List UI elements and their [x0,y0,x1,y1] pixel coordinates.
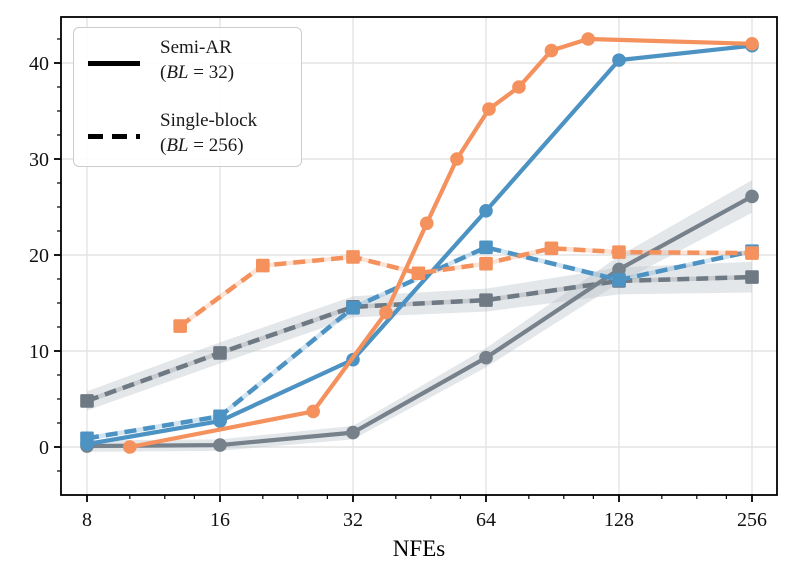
svg-text:256: 256 [737,509,767,531]
legend-entry-semi-ar: Semi-AR (BL = 32) [160,35,234,85]
legend-sublabel-single-block: (BL = 256) [160,135,244,156]
legend-label-semi-ar: Semi-AR [160,37,232,58]
legend-entry-single-block: Single-block (BL = 256) [160,108,257,158]
svg-text:64: 64 [476,509,496,531]
svg-text:8: 8 [82,509,92,531]
legend-sublabel-semi-ar: (BL = 32) [160,62,235,83]
legend-label-single-block: Single-block [160,110,258,131]
svg-text:10: 10 [29,341,49,363]
legend-dashed-line-swatch [88,134,140,139]
x-axis-label: NFEs [392,536,446,561]
legend-solid-line-swatch [88,61,140,66]
svg-text:32: 32 [343,509,363,531]
legend: Semi-AR (BL = 32) Single-block (BL = 256… [73,27,302,167]
svg-text:30: 30 [29,149,49,171]
svg-text:16: 16 [210,509,230,531]
svg-text:40: 40 [29,53,49,75]
svg-text:20: 20 [29,245,49,267]
svg-text:128: 128 [604,509,634,531]
svg-text:0: 0 [39,437,49,459]
